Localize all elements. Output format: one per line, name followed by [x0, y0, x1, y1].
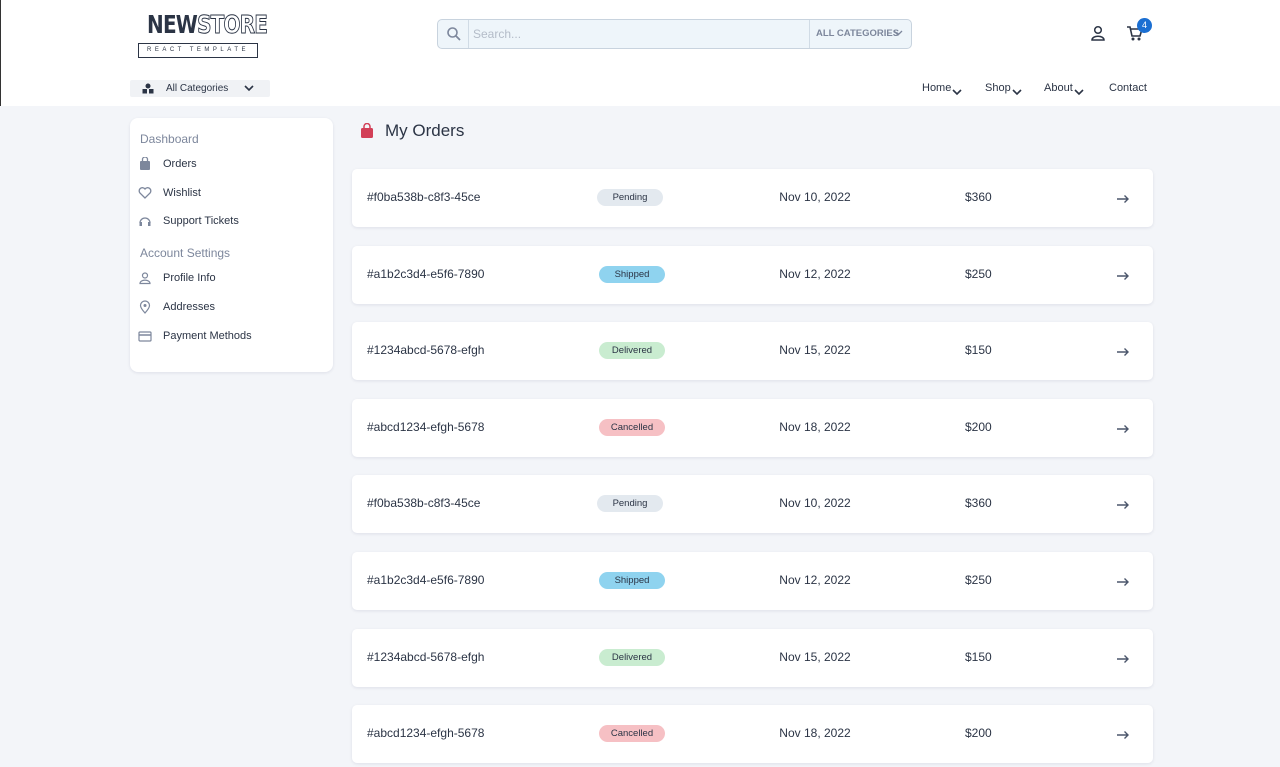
user-icon[interactable]	[1090, 25, 1106, 41]
order-arrow	[1116, 727, 1130, 745]
order-total: $200	[965, 726, 992, 741]
order-arrow	[1116, 191, 1130, 209]
sidebar-link[interactable]: Support Tickets	[163, 215, 239, 228]
sidebar-link[interactable]: Orders	[163, 158, 197, 170]
order-row[interactable]: #a1b2c3d4-e5f6-7890 Shipped Nov 12, 2022 $2…	[352, 245, 1153, 304]
section-title: Dashboard	[140, 132, 199, 146]
search-category[interactable]: ALL CATEGORIES	[816, 28, 900, 39]
order-id: #a1b2c3d4-e5f6-7890	[367, 266, 485, 281]
order-date: Nov 12, 2022	[779, 573, 851, 587]
order-date: Nov 12, 2022	[779, 266, 851, 281]
sidebar-icon	[138, 271, 152, 290]
order-total: $150	[965, 343, 992, 358]
order-status: Pending	[597, 495, 663, 513]
category-icon	[142, 83, 154, 94]
nav-link[interactable]: Contact	[1109, 82, 1147, 94]
order-id: #abcd1234-efgh-5678	[367, 419, 485, 434]
order-arrow	[1116, 651, 1130, 669]
order-status: Pending	[597, 189, 663, 206]
sidebar-icon	[138, 214, 152, 233]
order-status: Delivered	[599, 648, 665, 666]
page-title: My Orders	[385, 121, 465, 140]
order-arrow	[1116, 268, 1130, 286]
order-total: $250	[965, 573, 992, 587]
logo-word: NEW	[147, 10, 198, 39]
sidebar-icon	[138, 186, 152, 205]
order-id: #f0ba538b-c8f3-45ce	[367, 190, 481, 204]
sidebar-icon	[138, 156, 152, 176]
sidebar: Dashboard Orders Wishlist Support Tickets Ac…	[130, 118, 333, 372]
order-id: #abcd1234-efgh-5678	[367, 726, 485, 741]
search-placeholder: Search...	[473, 27, 522, 41]
logo-subtitle: REACT TEMPLATE	[138, 43, 258, 58]
order-date: Nov 10, 2022	[779, 190, 851, 204]
categories-button[interactable]: All Categories	[130, 80, 270, 97]
chevron	[244, 85, 254, 92]
nav-link[interactable]: About	[1044, 82, 1073, 94]
search-icon	[447, 27, 461, 41]
order-row[interactable]: #abcd1234-efgh-5678 Cancelled Nov 18, 2022…	[352, 398, 1153, 457]
cart-badge: 4	[1137, 18, 1152, 33]
nav-chevron	[952, 84, 962, 96]
order-arrow	[1116, 574, 1130, 592]
order-id: #f0ba538b-c8f3-45ce	[367, 496, 481, 511]
order-status: Cancelled	[599, 725, 665, 743]
order-arrow	[1116, 344, 1130, 362]
chevron	[893, 30, 903, 36]
order-id: #a1b2c3d4-e5f6-7890	[367, 573, 485, 587]
order-row[interactable]: #f0ba538b-c8f3-45ce Pending Nov 10, 2022 $3…	[352, 169, 1153, 227]
order-id: #1234abcd-5678-efgh	[367, 649, 485, 664]
sidebar-link[interactable]: Wishlist	[163, 186, 201, 199]
sidebar-link[interactable]: Profile Info	[163, 272, 216, 285]
order-status: Shipped	[599, 265, 665, 283]
order-total: $360	[965, 496, 992, 511]
sidebar-link[interactable]: Payment Methods	[163, 329, 252, 342]
logo-word: STORE	[197, 10, 269, 40]
sidebar-link[interactable]: Addresses	[163, 300, 215, 313]
order-arrow	[1116, 421, 1130, 439]
nav-link[interactable]: Shop	[985, 82, 1011, 94]
search-bar[interactable]: Search... ALL CATEGORIES	[437, 19, 912, 49]
order-date: Nov 15, 2022	[779, 343, 851, 358]
section-title: Account Settings	[140, 246, 231, 261]
order-id: #1234abcd-5678-efgh	[367, 343, 485, 358]
sidebar-icon	[138, 300, 152, 319]
order-total: $200	[965, 419, 992, 434]
order-total: $360	[965, 190, 992, 204]
orders-icon	[361, 123, 373, 138]
nav-chevron	[1012, 84, 1022, 96]
order-row[interactable]: #abcd1234-efgh-5678 Cancelled Nov 18, 2022…	[352, 705, 1153, 764]
order-total: $250	[965, 266, 992, 281]
nav-chevron	[1074, 84, 1084, 96]
sidebar-icon	[138, 329, 152, 348]
order-status: Shipped	[599, 572, 665, 589]
categories-label: All Categories	[166, 83, 229, 94]
order-date: Nov 10, 2022	[779, 496, 851, 511]
header: NEWSTORE REACT TEMPLATE Search... ALL CA…	[0, 0, 1280, 106]
logo[interactable]: NEWSTORE	[147, 10, 269, 40]
order-date: Nov 18, 2022	[779, 726, 851, 741]
order-status: Cancelled	[599, 418, 665, 436]
order-date: Nov 18, 2022	[779, 419, 851, 434]
order-status: Delivered	[599, 342, 665, 360]
nav-link[interactable]: Home	[922, 82, 952, 94]
order-arrow	[1116, 497, 1130, 515]
order-total: $150	[965, 649, 992, 664]
order-row[interactable]: #f0ba538b-c8f3-45ce Pending Nov 10, 2022 $3…	[352, 475, 1153, 534]
order-row[interactable]: #a1b2c3d4-e5f6-7890 Shipped Nov 12, 2022 $2…	[352, 552, 1153, 610]
order-row[interactable]: #1234abcd-5678-efgh Delivered Nov 15, 2022…	[352, 322, 1153, 381]
order-date: Nov 15, 2022	[779, 649, 851, 664]
order-row[interactable]: #1234abcd-5678-efgh Delivered Nov 15, 2022…	[352, 628, 1153, 687]
